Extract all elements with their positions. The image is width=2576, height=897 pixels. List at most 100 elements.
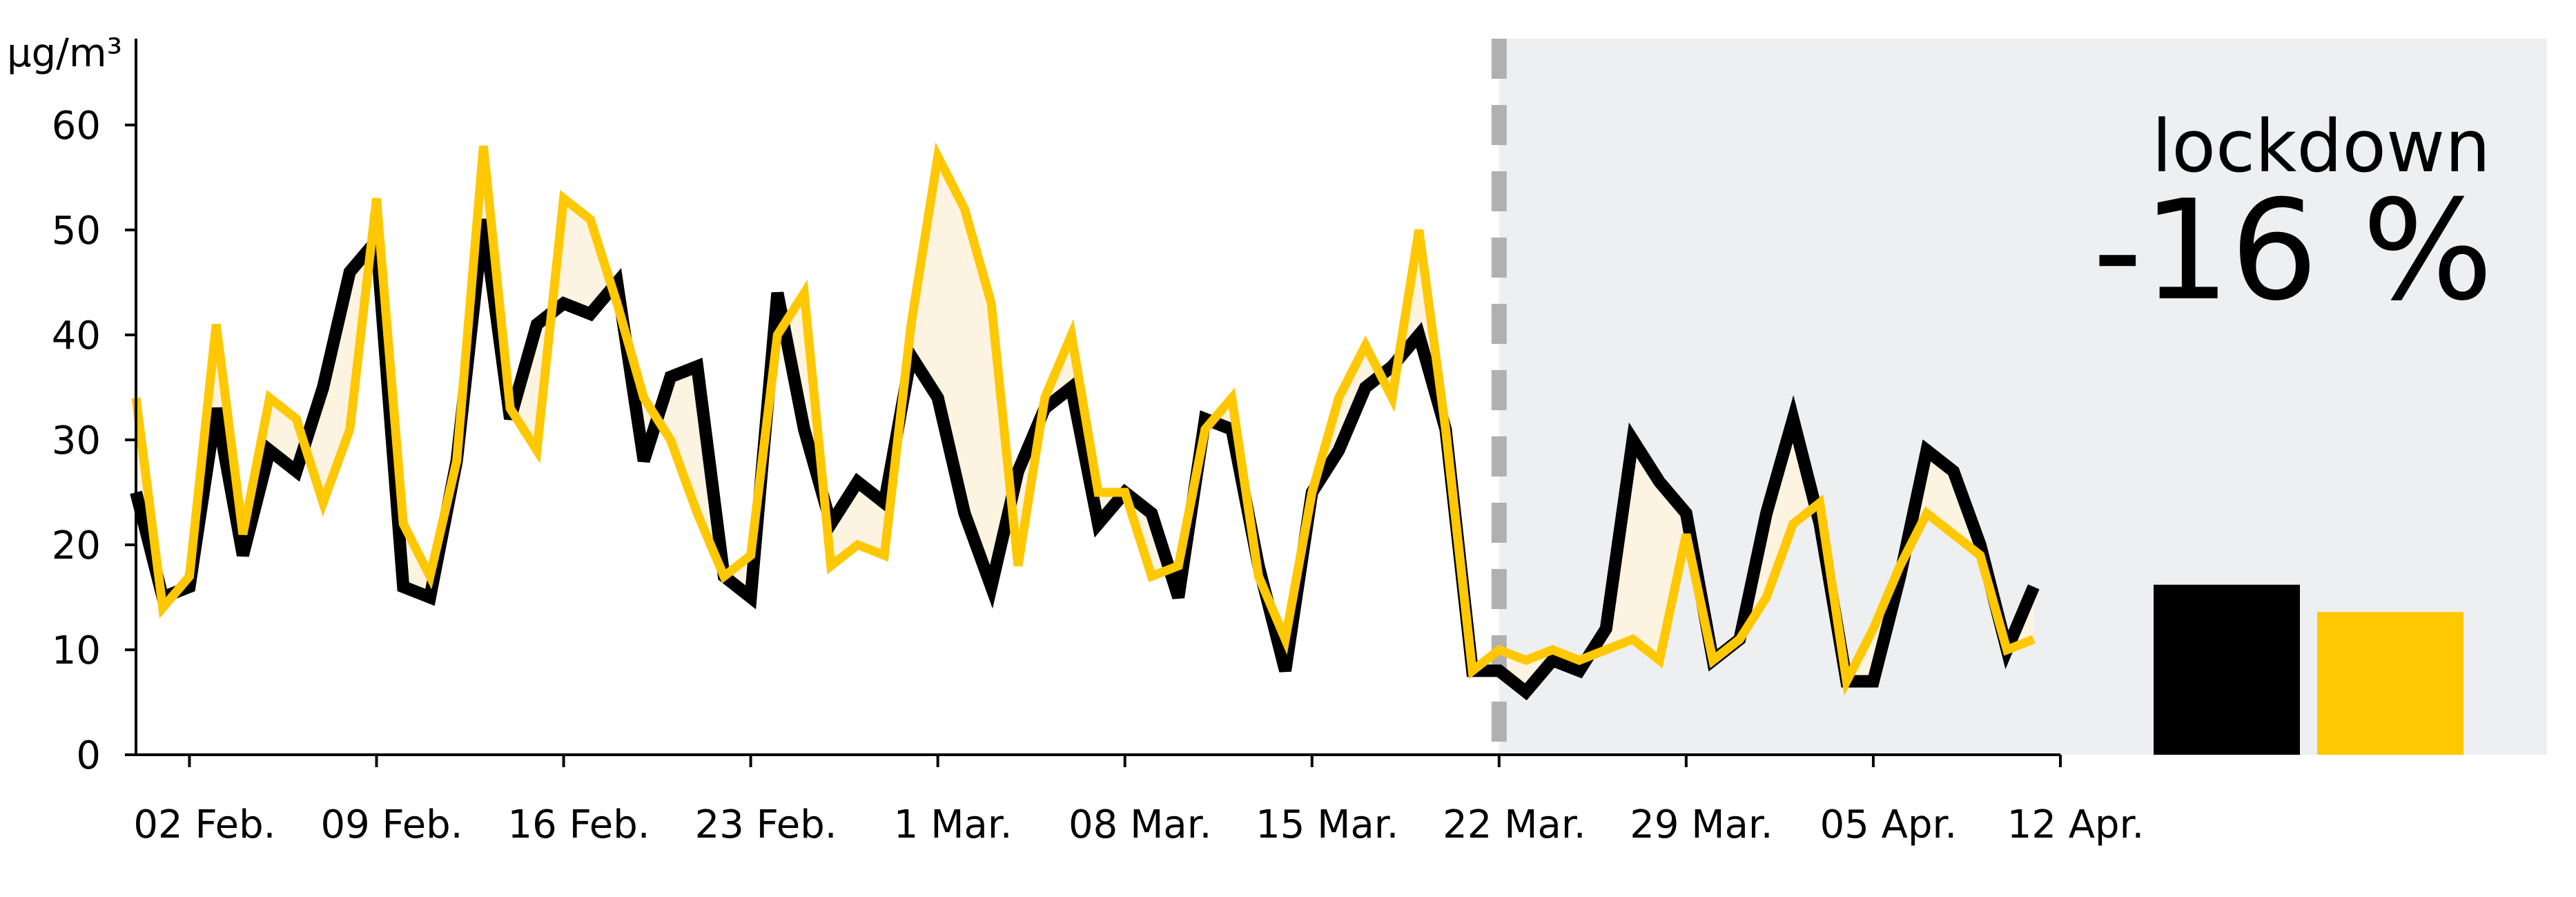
data-point [322, 387, 324, 388]
data-point [670, 439, 671, 441]
data-point [1124, 492, 1126, 493]
summary-bar-1 [2154, 584, 2300, 755]
x-ticks: 02 Feb. 09 Feb. 16 Feb. 23 Feb. 1 Mar. 08 Mar… [133, 755, 2144, 847]
y-tick-label: 30 [52, 418, 101, 463]
data-point [884, 554, 885, 556]
data-point [1659, 659, 1660, 661]
data-point [589, 219, 591, 220]
x-tick-label: 12 Apr. [2007, 802, 2145, 847]
x-tick-label: 16 Feb. [508, 802, 650, 847]
data-point [482, 219, 484, 220]
data-point [1365, 345, 1366, 346]
data-point [1445, 429, 1446, 430]
data-point [1097, 492, 1099, 493]
data-point [429, 576, 431, 577]
data-point [1659, 481, 1660, 483]
data-point [2033, 586, 2034, 588]
data-point [402, 523, 404, 525]
data-point [1418, 334, 1420, 336]
data-point [188, 586, 190, 588]
data-point [1204, 418, 1206, 420]
data-point [1338, 450, 1339, 451]
data-point [1766, 512, 1767, 514]
y-tick-label: 10 [52, 628, 101, 673]
y-ticks: 0 10 20 30 40 50 60 [52, 104, 136, 778]
data-point [1953, 471, 1954, 472]
data-point [1552, 659, 1553, 661]
data-point [563, 302, 565, 304]
data-point [1017, 471, 1019, 472]
data-point [1846, 681, 1847, 682]
data-point [857, 481, 858, 483]
data-point [536, 450, 538, 451]
summary-bars [2154, 584, 2463, 755]
x-tick-label: 15 Mar. [1256, 802, 1398, 847]
data-point [376, 197, 377, 199]
series-line-2 [131, 142, 2036, 696]
data-point [1151, 576, 1152, 577]
data-point [991, 586, 992, 588]
data-point [1097, 523, 1099, 525]
y-tick-label: 0 [76, 733, 101, 778]
data-point [1178, 597, 1179, 598]
data-point [750, 597, 752, 598]
data-point [1579, 659, 1580, 661]
data-point [696, 366, 698, 367]
data-point [1926, 450, 1927, 451]
y-tick-label: 60 [52, 104, 101, 148]
data-point [1311, 492, 1313, 493]
data-point [349, 429, 351, 430]
y-tick-label: 40 [52, 314, 101, 358]
data-point [242, 554, 244, 556]
data-point [563, 197, 565, 199]
data-point [616, 302, 618, 304]
lockdown-label: lockdown [2151, 104, 2490, 189]
data-point [1151, 512, 1152, 514]
x-tick-label: 05 Apr. [1820, 802, 1958, 847]
y-tick-label: 50 [52, 209, 101, 253]
x-tick-label: 29 Mar. [1630, 802, 1773, 847]
x-tick-label: 23 Feb. [695, 802, 837, 847]
data-point [750, 554, 752, 556]
x-tick-label: 09 Feb. [320, 802, 462, 847]
data-point [1258, 576, 1259, 577]
data-point [269, 450, 271, 451]
x-tick-label: 08 Mar. [1069, 802, 1211, 847]
summary-bar-2 [2317, 612, 2463, 755]
data-point [910, 324, 912, 325]
data-point [1926, 512, 1927, 514]
data-point [1632, 439, 1633, 441]
data-point [1418, 229, 1420, 231]
data-point [429, 597, 431, 598]
x-tick-label: 1 Mar. [894, 802, 1013, 847]
data-point [536, 324, 538, 325]
data-point [295, 418, 297, 420]
data-point [1525, 691, 1527, 693]
data-point [937, 156, 939, 157]
lockdown-change-value: -16 % [2093, 171, 2493, 331]
data-point [1071, 334, 1072, 336]
data-point [1766, 597, 1767, 598]
y-tick-label: 20 [52, 523, 101, 568]
series-lines [130, 142, 2040, 701]
data-point [803, 429, 805, 430]
data-point [1525, 659, 1527, 661]
data-point [188, 576, 190, 577]
data-point [215, 324, 217, 325]
data-point [857, 544, 858, 546]
data-point [1071, 387, 1072, 388]
data-point [723, 576, 725, 577]
data-point [295, 471, 297, 472]
data-point [616, 282, 618, 283]
x-tick-label: 22 Mar. [1443, 802, 1585, 847]
data-point [1365, 387, 1366, 388]
data-point [349, 271, 351, 273]
data-point [670, 376, 671, 378]
data-point [402, 586, 404, 588]
data-point [964, 512, 965, 514]
data-point [1204, 429, 1206, 430]
data-point [509, 418, 511, 420]
data-point [991, 302, 992, 304]
x-tick-label: 02 Feb. [133, 802, 275, 847]
